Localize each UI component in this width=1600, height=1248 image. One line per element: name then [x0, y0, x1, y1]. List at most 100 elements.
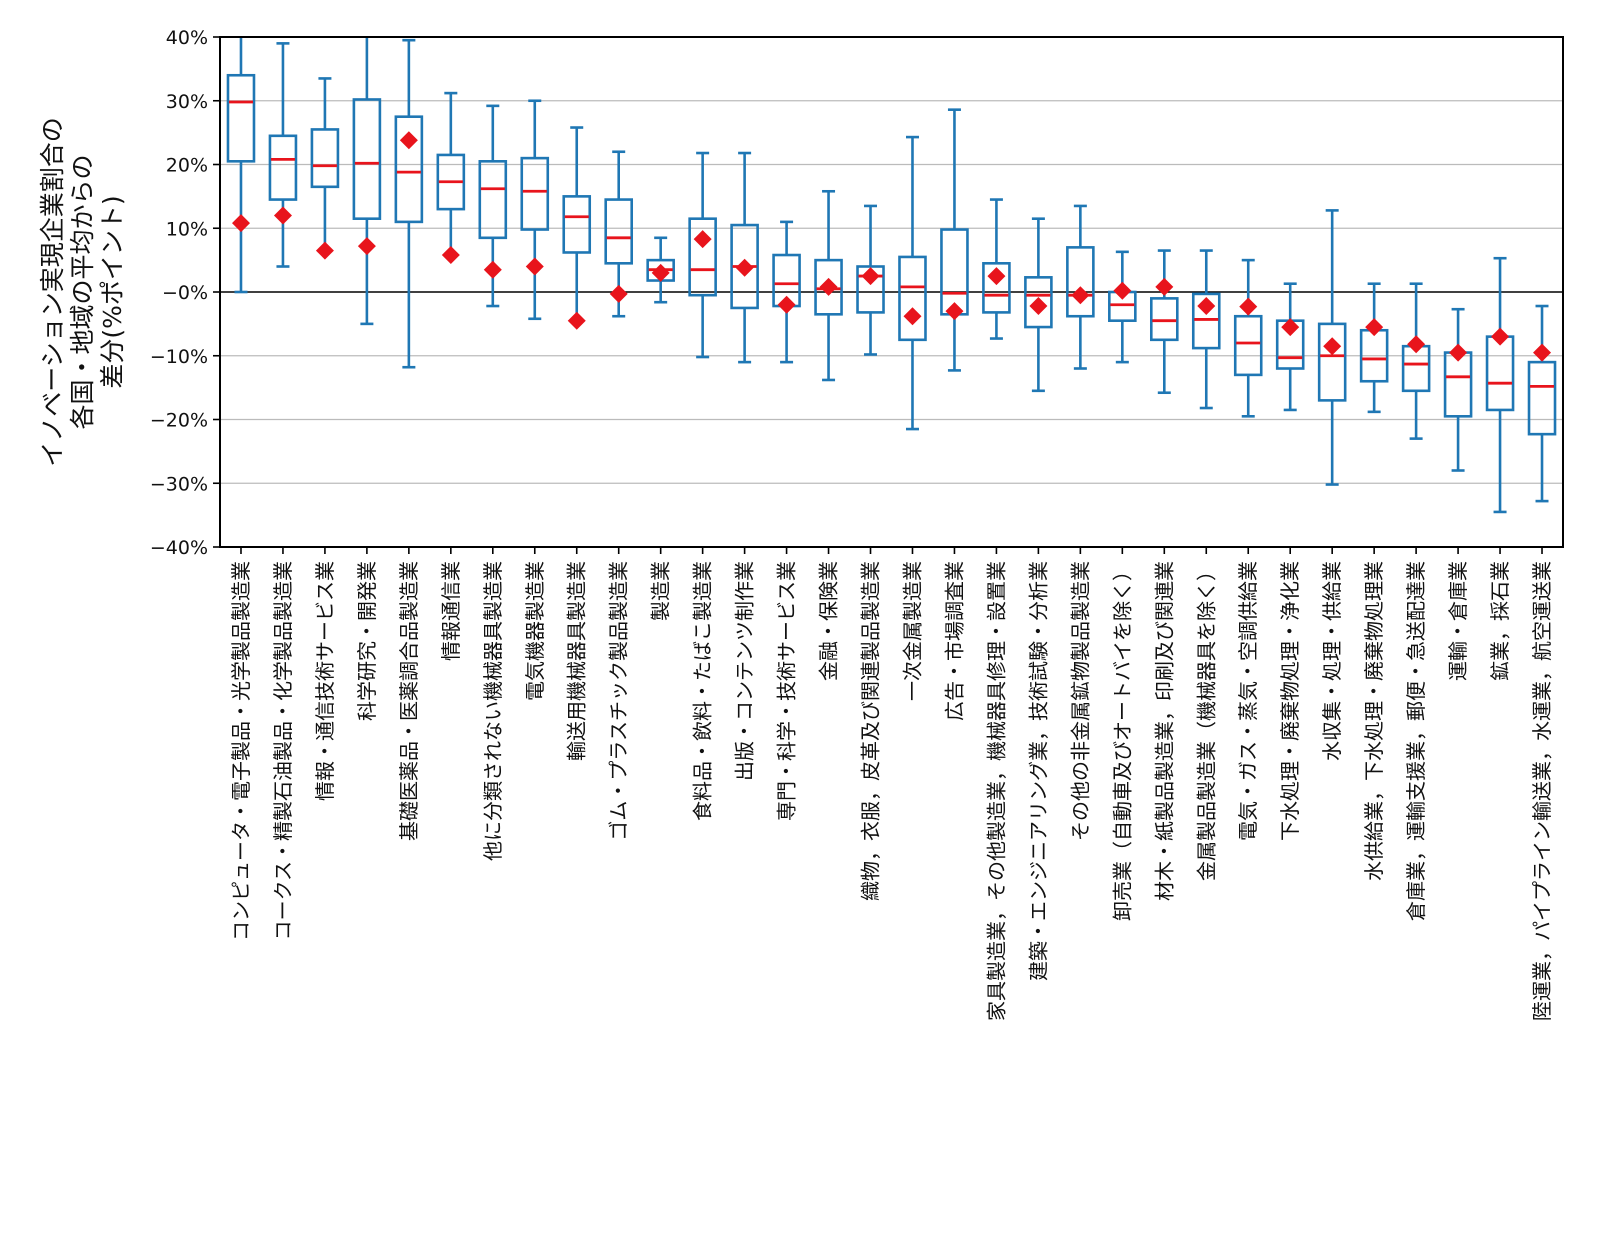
x-tick-label: 科学研究・開発業 [355, 561, 379, 721]
box-item [394, 38, 424, 369]
box-item [772, 220, 801, 364]
box-item [898, 135, 927, 431]
box-iqr [1024, 276, 1053, 329]
x-tick-label: 運輸・倉庫業 [1446, 561, 1470, 681]
diamond-marker [777, 295, 796, 314]
box-iqr [478, 160, 508, 240]
box-iqr [226, 73, 256, 163]
diamond-marker [861, 267, 880, 286]
x-tick-label: 情報・通信技術サービス業 [313, 561, 337, 801]
y-tick-label: 20% [166, 155, 208, 177]
diamond-marker [1407, 335, 1426, 354]
box-iqr [856, 265, 885, 314]
box-item [520, 99, 550, 321]
box-item [1485, 256, 1515, 514]
box-item [814, 189, 843, 382]
box-iqr [940, 228, 969, 316]
diamond-marker [357, 237, 376, 256]
y-axis-label: イノベーション実現企業割合の 各国・地域の平均からの 差分(%ポイント) [38, 117, 127, 467]
box-item [1359, 282, 1389, 414]
x-tick-label: 材木・紙製品製造業，印刷及び関連業 [1152, 561, 1176, 901]
diamond-marker [609, 284, 628, 303]
x-tick-label: 電気・ガス・蒸気・空調供給業 [1236, 561, 1260, 841]
box-item [352, 37, 382, 326]
diamond-marker [1449, 343, 1468, 362]
x-tick-label: 建築・エンジニアリング業，技術試験・分析業 [1026, 561, 1050, 981]
x-tick-label: 電気機器製造業 [523, 561, 547, 701]
diamond-marker [231, 214, 250, 233]
diamond-marker [273, 206, 292, 225]
diamond-marker [651, 263, 670, 282]
x-tick-label: その他の非金属鉱物製品製造業 [1068, 561, 1092, 841]
markers [231, 131, 1552, 362]
diamond-marker [1155, 277, 1174, 296]
box-iqr [394, 115, 424, 224]
diamond-marker [1029, 297, 1048, 316]
y-tick-label: −40% [150, 537, 208, 559]
y-tick-label: 30% [166, 91, 208, 113]
diamond-marker [903, 307, 922, 326]
y-tick-label: −20% [150, 410, 208, 432]
box-iqr [352, 98, 382, 220]
diamond-marker [735, 258, 754, 277]
box-iqr [562, 195, 592, 254]
x-tick-label: 情報通信業 [439, 561, 463, 661]
box-iqr [436, 153, 466, 211]
x-tick-label: 一次金属製造業 [900, 561, 924, 701]
diamond-marker [693, 230, 712, 249]
x-tick-label: 基礎医薬品・医薬調合品製造業 [397, 561, 421, 841]
diamond-marker [1239, 297, 1258, 316]
diamond-marker [945, 302, 964, 321]
x-tick-label: 製造業 [649, 561, 673, 621]
box-item [1443, 307, 1473, 472]
box-iqr [1233, 314, 1263, 377]
box-iqr [520, 156, 550, 231]
x-tick-label: 倉庫業，運輸支援業，郵便・急送配達業 [1404, 561, 1428, 921]
diamond-marker [441, 246, 460, 265]
box-item [478, 104, 508, 308]
box-item [1233, 258, 1263, 418]
y-tick-label: 10% [166, 218, 208, 240]
y-axis-label-line: 差分(%ポイント) [98, 195, 127, 388]
box-item [730, 151, 759, 364]
box-iqr [730, 223, 759, 310]
box-iqr [1527, 360, 1557, 436]
x-tick-label: 他に分類されない機械器具製造業 [481, 561, 505, 861]
box-item [1401, 282, 1431, 440]
x-tick-label: 家具製造業，その他製造業，機械器具修理・設置業 [984, 561, 1008, 1021]
box-item [940, 108, 969, 372]
diamond-marker [483, 260, 502, 279]
y-tick-label: 40% [166, 27, 208, 49]
x-tick-label: 織物，衣服，皮革及び関連製品製造業 [859, 561, 883, 901]
diamond-marker [525, 257, 544, 276]
diamond-marker [1281, 318, 1300, 337]
boxes [226, 37, 1557, 514]
grid-lines [220, 100, 1563, 484]
box-item [982, 198, 1011, 340]
box-item [1108, 250, 1137, 364]
box-item [1317, 209, 1347, 486]
box-iqr [1317, 322, 1347, 402]
x-tick-label: ゴム・プラスチック製品製造業 [607, 561, 631, 841]
box-iqr [982, 262, 1011, 314]
diamond-marker [987, 267, 1006, 286]
box-item [562, 126, 592, 322]
x-tick-label: 鉱業，採石業 [1488, 561, 1512, 681]
box-iqr [1485, 335, 1515, 412]
box-item [1527, 304, 1557, 503]
diamond-marker [399, 131, 418, 150]
box-item [1024, 217, 1053, 393]
y-tick-label: −10% [150, 346, 208, 368]
diamond-marker [819, 277, 838, 296]
box-iqr [688, 217, 717, 297]
x-tick-label: 金融・保険業 [817, 561, 841, 681]
box-iqr [310, 128, 340, 189]
x-tick-label: コークス・精製石油製品・化学製品製造業 [271, 561, 295, 940]
x-tick-label: 広告・市場調査業 [942, 561, 966, 721]
y-tick-label: −30% [150, 473, 208, 495]
y-axis-label-line: 各国・地域の平均からの [68, 154, 97, 429]
diamond-marker [315, 241, 334, 260]
box-iqr [898, 255, 927, 342]
diamond-marker [1197, 297, 1216, 316]
x-tick-label: 食料品・飲料・たばこ製造業 [691, 561, 715, 821]
